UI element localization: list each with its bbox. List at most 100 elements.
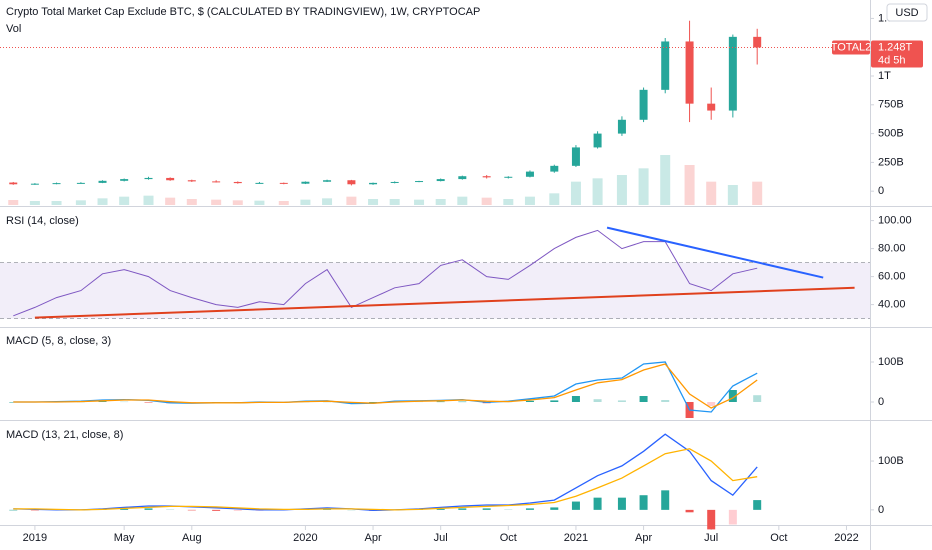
volume-bar (727, 185, 738, 205)
x-tick-label: 2022 (834, 532, 858, 544)
histogram-bar (525, 508, 534, 510)
volume-bar (752, 181, 763, 205)
candle-body (482, 176, 491, 178)
x-tick-label: Aug (182, 532, 202, 544)
volume-bar (278, 201, 289, 205)
last-name: TOTAL2 (831, 41, 872, 53)
rsi-band (0, 262, 870, 319)
histogram-bar (639, 396, 648, 402)
x-tick-label: Apr (364, 532, 381, 544)
volume-bar (8, 200, 19, 205)
volume-bar (29, 201, 40, 205)
candle-body (415, 181, 424, 183)
candle-body (369, 182, 378, 185)
x-tick-label: Jul (434, 532, 448, 544)
volume-title: Vol (6, 23, 21, 35)
candle-body (166, 177, 175, 181)
x-tick-label: Oct (770, 532, 787, 544)
macd-line (13, 363, 758, 409)
volume-bar (616, 175, 627, 205)
candle-body (525, 171, 534, 177)
candle-body (144, 177, 153, 180)
volume-bar (570, 181, 581, 205)
histogram-bar (661, 400, 670, 402)
macd-line (13, 448, 758, 511)
histogram-bar (728, 390, 737, 402)
volume-bar (119, 196, 130, 205)
y-tick-label: 40.00 (878, 299, 906, 311)
candle-body (593, 133, 602, 148)
volume-bar (684, 165, 695, 205)
histogram-bar (436, 508, 445, 510)
volume-bar (389, 199, 400, 205)
y-tick-label: 1T (878, 70, 891, 82)
histogram-bar (525, 400, 534, 402)
histogram-bar (9, 402, 18, 403)
volume-bar (211, 199, 222, 205)
rsi-title: RSI (14, close) (6, 215, 79, 227)
histogram-bar (571, 396, 580, 402)
histogram-bar (707, 509, 716, 530)
volume-bar (435, 199, 446, 205)
histogram-bar (593, 497, 602, 510)
x-tick-label: 2020 (293, 532, 317, 544)
chart-title: Crypto Total Market Cap Exclude BTC, $ (… (6, 6, 480, 18)
countdown-label: 4d 5h (878, 54, 906, 66)
candle-body (707, 103, 716, 111)
volume-bar (503, 199, 514, 205)
last-price-label: 1.248T (878, 41, 913, 53)
histogram-bar (617, 400, 626, 402)
last-name-box (832, 40, 870, 55)
currency-box (886, 3, 928, 22)
candle-body (436, 179, 445, 182)
volume-bar (97, 198, 108, 205)
candle-body (301, 181, 310, 184)
histogram-bar (30, 509, 39, 511)
histogram-bar (550, 400, 559, 402)
volume-bar (549, 193, 560, 205)
volume-bar (51, 201, 62, 205)
histogram-bar (166, 509, 175, 510)
volume-bar (481, 197, 492, 205)
candle-body (52, 183, 61, 185)
x-tick-label: May (114, 532, 135, 544)
candle-body (347, 180, 356, 185)
volume-bar (186, 199, 197, 205)
rsi-line (13, 229, 758, 317)
macd-title: MACD (13, 21, close, 8) (6, 429, 123, 441)
volume-bar (524, 196, 535, 205)
y-tick-label: 80.00 (878, 243, 906, 255)
histogram-bar (617, 497, 626, 510)
y-tick-label: 100B (878, 356, 904, 368)
y-tick-label: 250B (878, 156, 904, 168)
histogram-bar (593, 399, 602, 402)
volume-bar (414, 199, 425, 205)
y-tick-label: 750B (878, 99, 904, 111)
candle-body (30, 183, 39, 185)
x-tick-label: Oct (500, 532, 517, 544)
candle-body (9, 182, 18, 185)
volume-bar (346, 196, 357, 205)
histogram-bar (685, 509, 694, 513)
y-tick-label: 0 (878, 185, 884, 197)
histogram-bar (369, 402, 378, 403)
histogram-bar (728, 509, 737, 525)
histogram-bar (707, 402, 716, 406)
candle-body (98, 180, 107, 183)
candle-body (279, 182, 288, 184)
candle-body (617, 119, 626, 134)
macd-title: MACD (5, 8, close, 3) (6, 335, 111, 347)
last-price-box (871, 40, 923, 68)
candle-body (639, 89, 648, 120)
histogram-bar (187, 509, 196, 511)
candle-body (458, 176, 467, 180)
candle-body (212, 181, 221, 183)
candle-body (233, 181, 242, 184)
histogram-bar (639, 495, 648, 510)
candle-body (187, 180, 196, 182)
volume-bar (75, 200, 86, 205)
candle-body (120, 179, 129, 181)
